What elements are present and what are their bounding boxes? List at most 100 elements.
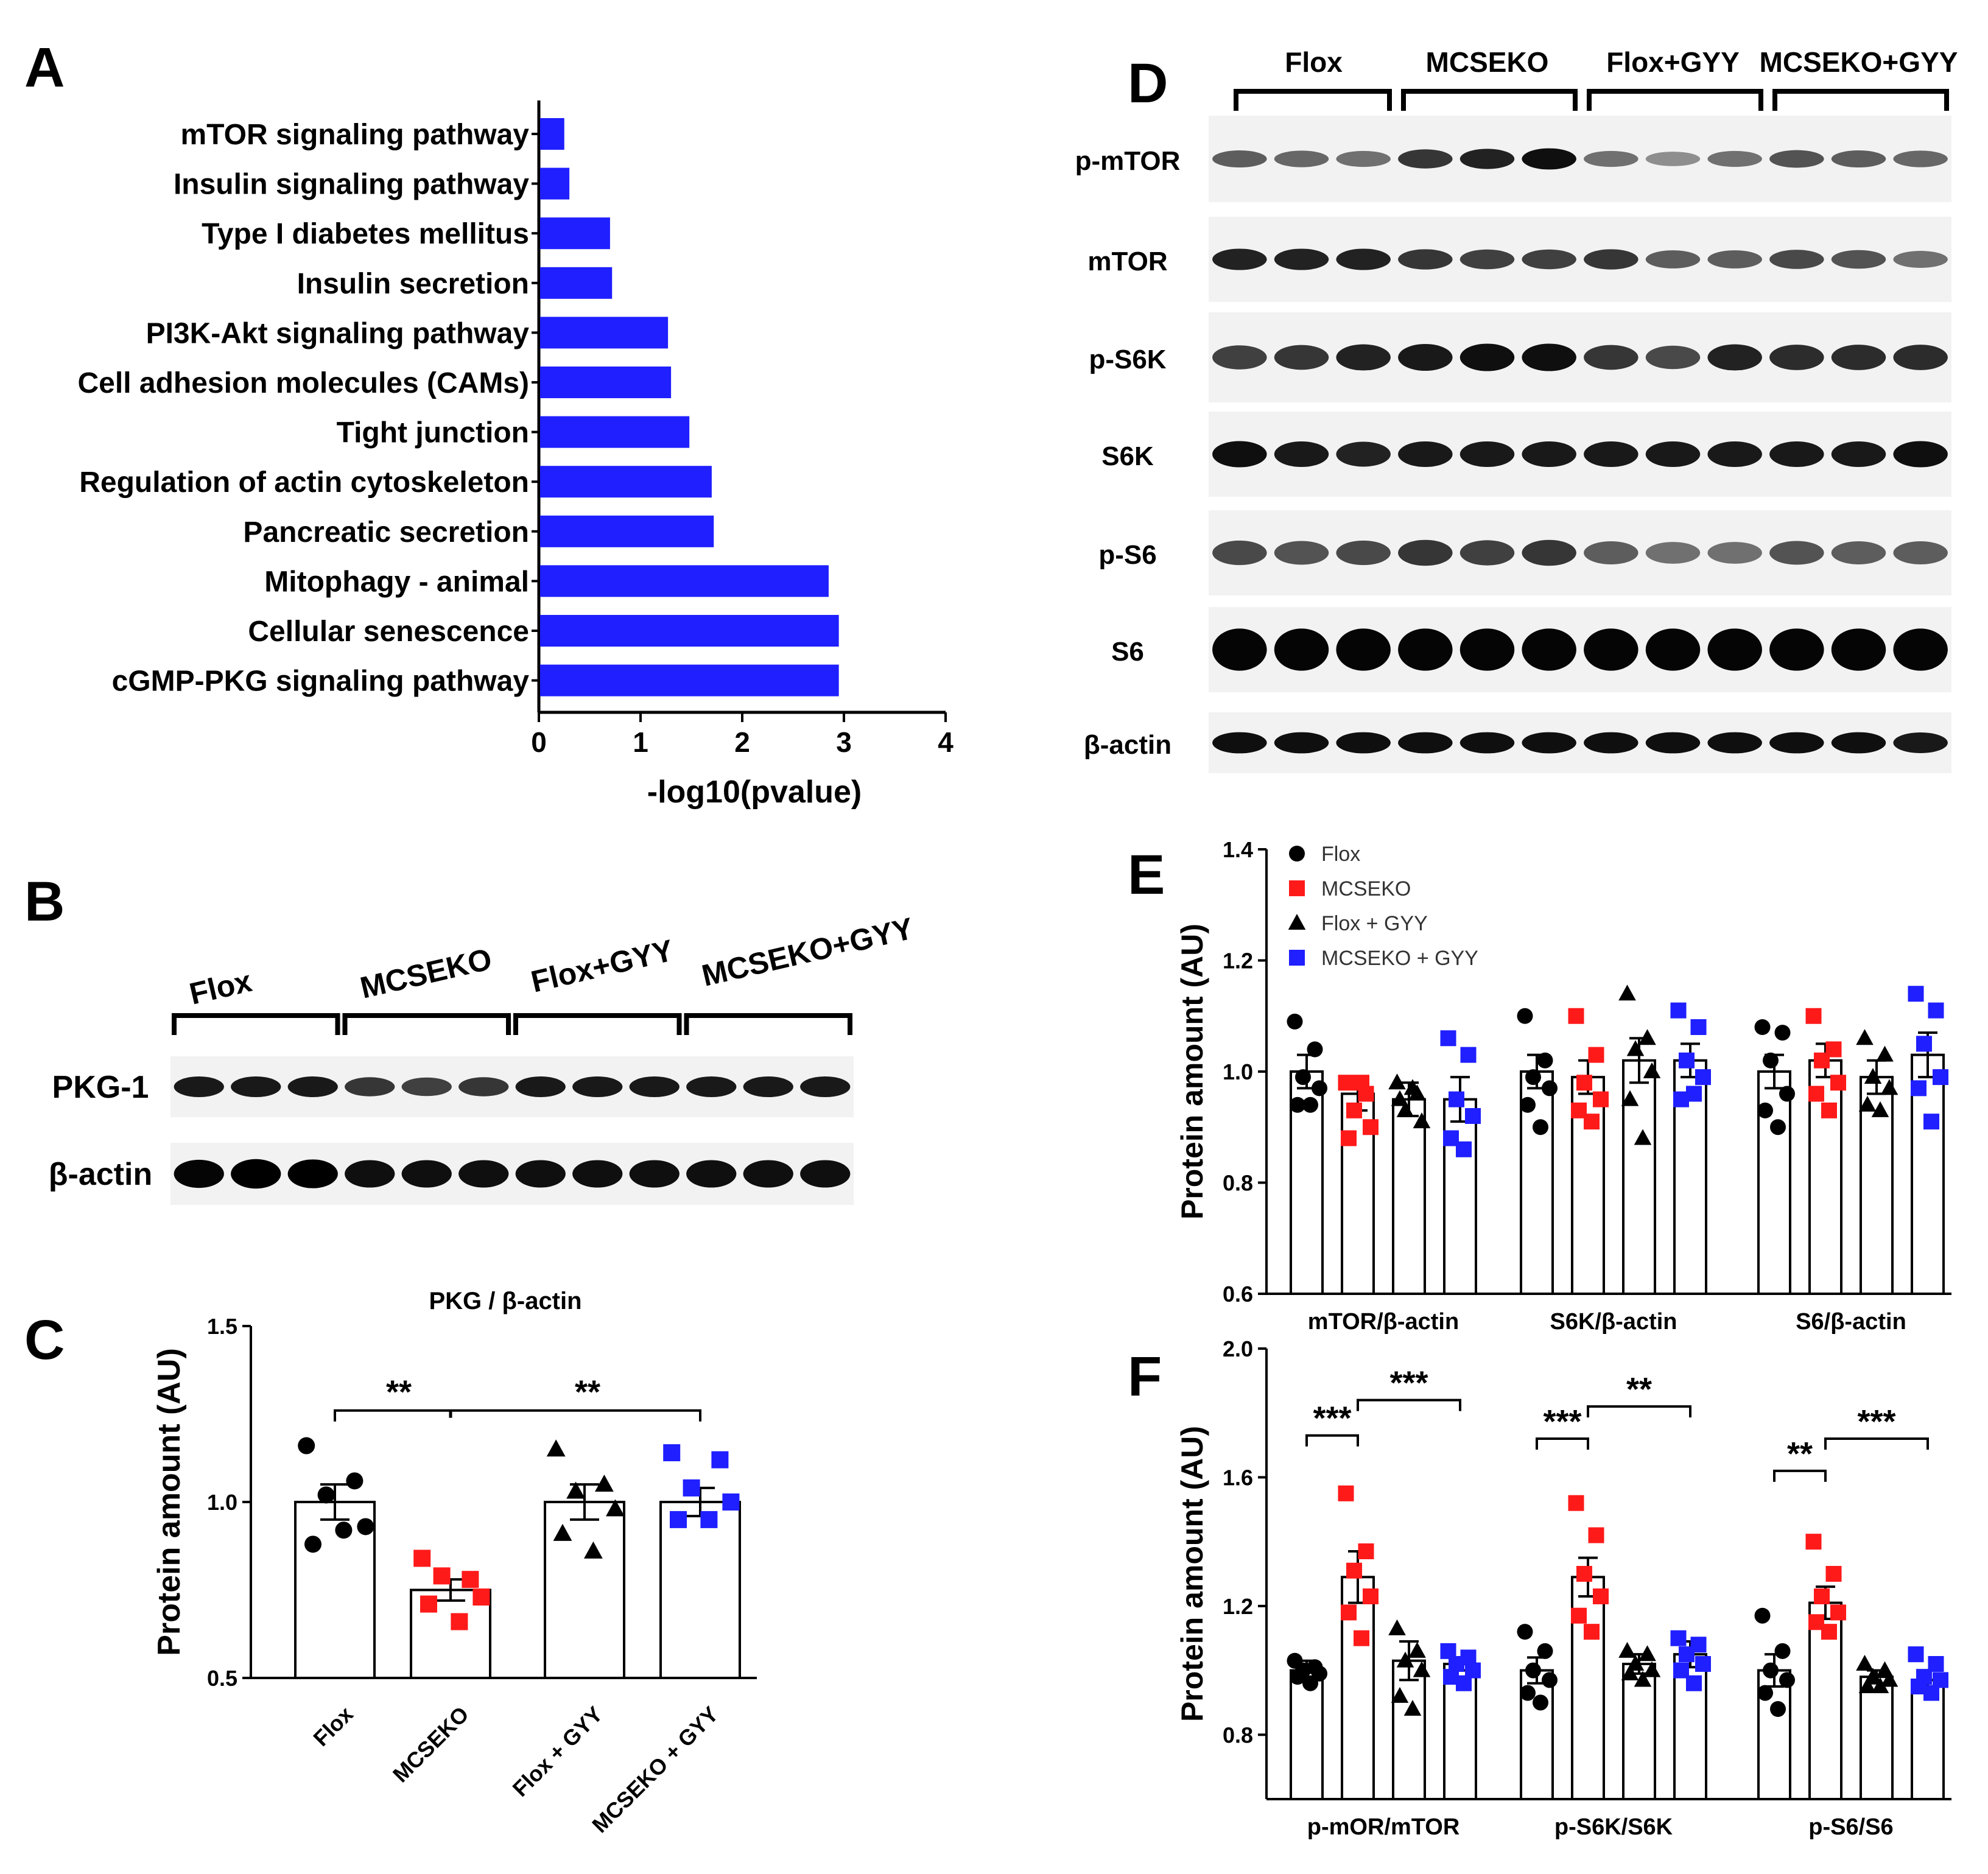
d-band-4-10 bbox=[1831, 541, 1886, 564]
point-2-3-5 bbox=[1923, 1685, 1939, 1701]
d-band-6-10 bbox=[1831, 732, 1886, 754]
point-0-0-4 bbox=[1290, 1669, 1305, 1685]
point-2-3-4 bbox=[1911, 1080, 1927, 1097]
category-label-3: MCSEKO + GYY bbox=[587, 1702, 723, 1837]
point-0-1 bbox=[346, 1472, 364, 1490]
group-label-2: p-S6/S6 bbox=[1808, 1814, 1893, 1840]
d-band-1-2 bbox=[1336, 248, 1391, 270]
bar-6 bbox=[540, 416, 690, 448]
b-row-label-0: PKG-1 bbox=[52, 1070, 149, 1105]
sig-bracket-3 bbox=[1587, 1405, 1691, 1418]
d-band-5-3 bbox=[1398, 628, 1453, 671]
bar-7 bbox=[540, 466, 712, 498]
point-0-3-3 bbox=[1465, 1108, 1481, 1124]
point-2-2-5 bbox=[1871, 1677, 1889, 1694]
chart-e: 0.6 0.8 1.0 1.2 1.4 Protein amount (AU) mTOR/β… bbox=[1175, 837, 1951, 1335]
d-band-4-4 bbox=[1459, 540, 1515, 566]
point-0-1-0 bbox=[1338, 1075, 1354, 1091]
point-2-2-1 bbox=[1876, 1045, 1894, 1062]
point-2-0-0 bbox=[1754, 1607, 1771, 1624]
point-2-1-5 bbox=[1821, 1624, 1837, 1640]
bar-1-2 bbox=[1622, 1059, 1656, 1295]
point-2-2-0 bbox=[1856, 1029, 1874, 1045]
bar-0 bbox=[540, 118, 564, 150]
y-tick-label-1: 1.0 bbox=[207, 1490, 237, 1515]
b-band-1-1 bbox=[231, 1159, 281, 1189]
point-0-0 bbox=[298, 1437, 315, 1455]
d-band-2-8 bbox=[1707, 344, 1762, 371]
d-row-bg-2 bbox=[1209, 312, 1951, 402]
point-1-1-0 bbox=[1568, 1495, 1584, 1511]
point-2-3-1 bbox=[1928, 1002, 1944, 1019]
point-0-4 bbox=[304, 1535, 321, 1553]
point-0-1-2 bbox=[1346, 1562, 1362, 1579]
y-tick-label-0: 0.8 bbox=[1223, 1722, 1253, 1747]
x-tick-label-0: 0 bbox=[531, 726, 547, 758]
point-2-2-3 bbox=[1880, 1671, 1898, 1687]
point-2-2-4 bbox=[1858, 1677, 1877, 1694]
point-0-2-5 bbox=[1403, 1700, 1422, 1716]
point-1-3-2 bbox=[1679, 1646, 1695, 1663]
d-band-1-0 bbox=[1212, 248, 1267, 270]
point-1-3-5 bbox=[1686, 1675, 1702, 1691]
d-band-4-5 bbox=[1522, 539, 1576, 566]
d-row-bg-0 bbox=[1209, 116, 1951, 202]
point-0-2-2 bbox=[1396, 1101, 1414, 1117]
b-group-label-2: Flox+GYY bbox=[528, 933, 676, 999]
point-2-0 bbox=[546, 1439, 566, 1457]
d-band-6-4 bbox=[1459, 732, 1515, 754]
d-band-6-2 bbox=[1336, 732, 1391, 754]
legend-marker-1 bbox=[1289, 880, 1305, 896]
point-1-2-4 bbox=[1621, 1664, 1639, 1680]
point-1-1 bbox=[462, 1571, 479, 1588]
d-band-3-10 bbox=[1831, 441, 1886, 467]
category-label-7: Regulation of actin cytoskeleton bbox=[79, 466, 529, 499]
point-2-3 bbox=[606, 1499, 625, 1517]
d-band-1-7 bbox=[1645, 250, 1701, 268]
group-label-1: S6K/β-actin bbox=[1550, 1309, 1677, 1335]
d-row-bg-3 bbox=[1209, 412, 1951, 497]
point-1-2-2 bbox=[1626, 1040, 1645, 1056]
d-band-3-6 bbox=[1584, 441, 1639, 467]
b-band-0-11 bbox=[800, 1076, 851, 1097]
point-1-0-1 bbox=[1537, 1643, 1553, 1659]
category-label-8: Pancreatic secretion bbox=[243, 516, 529, 549]
point-2-3-5 bbox=[1923, 1114, 1939, 1130]
point-0-2-4 bbox=[1391, 1686, 1409, 1703]
y-tick-label-1: 1.2 bbox=[1223, 1594, 1253, 1619]
chart-c: 0.5 1.0 1.5 Protein amount (AU) PKG / β-acti… bbox=[152, 1288, 757, 1837]
d-band-3-7 bbox=[1645, 441, 1701, 467]
d-row-bg-5 bbox=[1209, 607, 1951, 692]
point-1-0-3 bbox=[1542, 1672, 1558, 1688]
b-band-0-1 bbox=[231, 1076, 281, 1097]
category-label-4: PI3K-Akt signaling pathway bbox=[146, 317, 530, 349]
point-2-0-2 bbox=[1763, 1052, 1779, 1069]
d-band-3-9 bbox=[1769, 441, 1824, 467]
d-band-0-3 bbox=[1398, 149, 1453, 169]
b-band-0-6 bbox=[515, 1076, 566, 1097]
d-group-bracket-2 bbox=[1587, 89, 1763, 111]
x-tick-label-3: 3 bbox=[836, 726, 852, 758]
bar-0-2 bbox=[1392, 1659, 1426, 1801]
d-group-bracket-1 bbox=[1401, 89, 1578, 111]
d-band-6-11 bbox=[1893, 732, 1948, 753]
point-1-3-0 bbox=[1670, 1630, 1687, 1646]
y-tick-label-2: 1.5 bbox=[207, 1314, 237, 1339]
point-2-3-3 bbox=[1933, 1069, 1948, 1086]
point-1-0-4 bbox=[1520, 1097, 1536, 1113]
b-band-1-9 bbox=[686, 1160, 737, 1188]
x-axis-label: -log10(pvalue) bbox=[647, 774, 862, 810]
point-1-3-2 bbox=[1679, 1052, 1695, 1069]
sig-bracket-1 bbox=[1357, 1398, 1461, 1411]
d-band-5-8 bbox=[1707, 628, 1762, 671]
point-1-2 bbox=[433, 1567, 451, 1585]
group-label-2: S6/β-actin bbox=[1796, 1309, 1906, 1335]
point-1-3-3 bbox=[1695, 1656, 1711, 1672]
d-row-label-1: mTOR bbox=[1087, 247, 1167, 276]
d-row-label-0: p-mTOR bbox=[1075, 146, 1181, 176]
group-label-1: p-S6K/S6K bbox=[1554, 1814, 1673, 1840]
d-band-4-11 bbox=[1893, 541, 1948, 564]
point-1-1-3 bbox=[1593, 1588, 1609, 1604]
b-band-0-3 bbox=[345, 1077, 395, 1097]
d-band-3-1 bbox=[1274, 441, 1329, 467]
